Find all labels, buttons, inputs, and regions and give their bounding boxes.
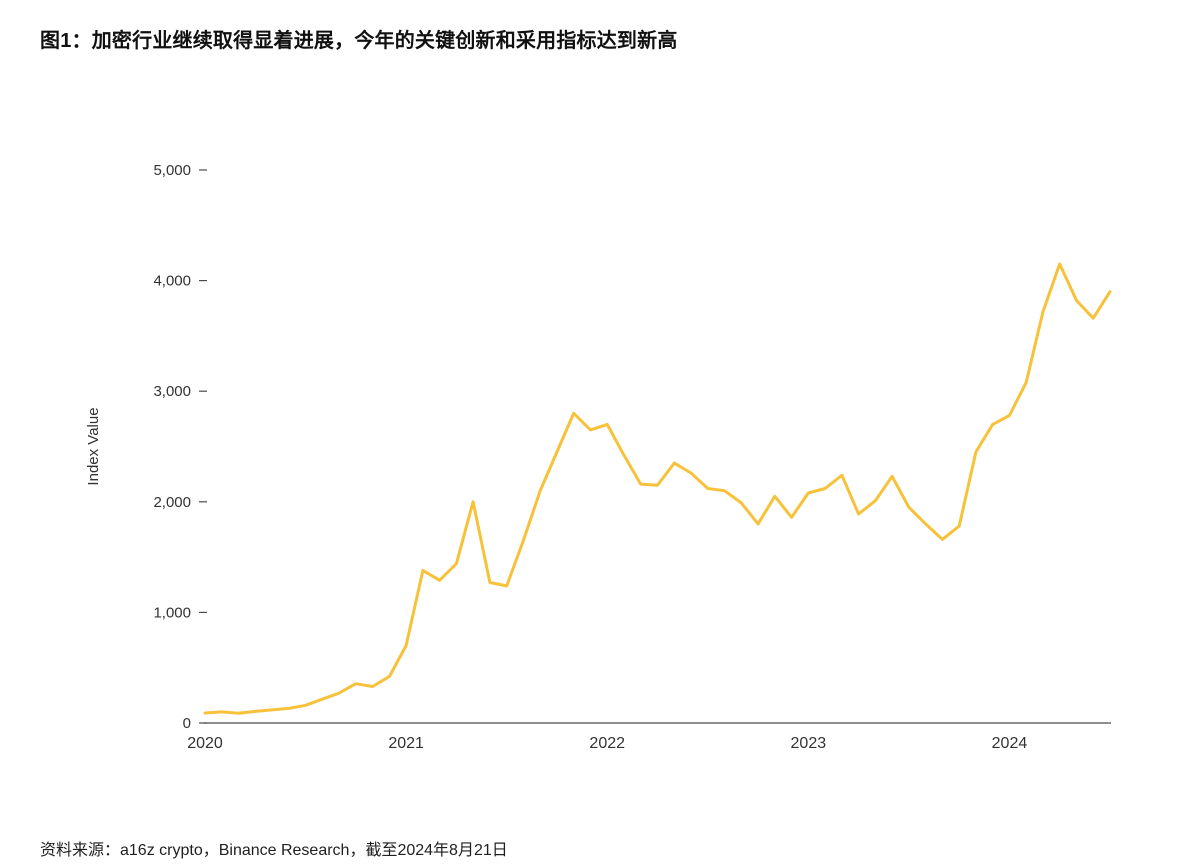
chart: 0 1,000 2,000 3,000 4,000 5,000 2020 2021 2022 20… [85,162,1112,752]
figure-title: 图1：加密行业继续取得显着进展，今年的关键创新和采用指标达到新高 [40,30,678,52]
y-axis-title: Index Value [85,407,102,485]
x-tick-label: 2020 [187,735,223,752]
x-tick-label: 2023 [791,735,827,752]
y-tick-label: 4,000 [153,273,191,290]
x-tick-label: 2024 [992,735,1028,752]
source-note: 资料来源：a16z crypto，Binance Research，截至2024… [40,842,508,859]
y-tick-label: 2,000 [153,494,191,511]
y-tick-label: 5,000 [153,162,191,179]
x-tick-label: 2022 [589,735,625,752]
y-tick-label: 3,000 [153,383,191,400]
line-chart: 0 1,000 2,000 3,000 4,000 5,000 2020 2021 2022 20… [85,162,1112,752]
x-tick-label: 2021 [388,735,424,752]
y-tick-label: 1,000 [153,604,191,621]
data-line-series [203,262,1112,715]
y-tick-label: 0 [183,715,191,732]
